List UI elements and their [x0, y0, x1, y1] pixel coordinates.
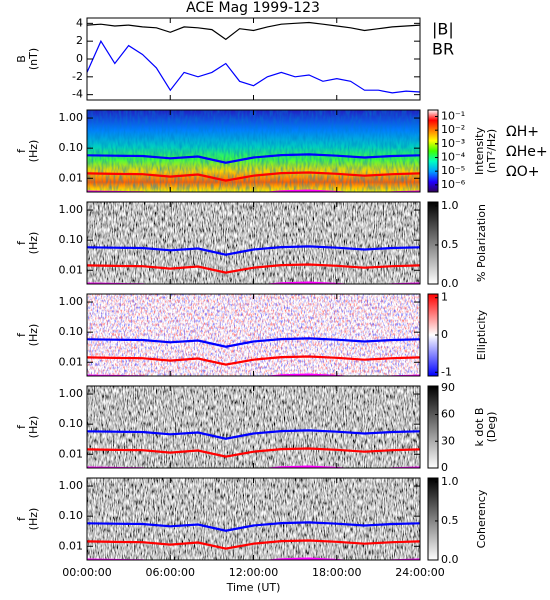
y-axis-label: f [15, 240, 28, 245]
y-tick-label: 1.00 [59, 479, 84, 492]
series-line [87, 337, 420, 348]
legend-label: |B| [432, 20, 454, 39]
y-tick-label: -2 [72, 70, 83, 83]
series-line [87, 429, 420, 440]
series-line [87, 355, 420, 366]
colorbar-tick-label: 90 [441, 381, 455, 394]
x-tick-label: 24:00:00 [395, 566, 444, 579]
colorbar-label: Ellipticity [475, 309, 488, 360]
colorbar-tick-label: 10⁻⁶ [441, 178, 466, 191]
colorbar-label: Coherency [475, 489, 488, 548]
legend-label: ΩO+ [506, 164, 539, 180]
x-tick-label: 06:00:00 [146, 566, 195, 579]
y-axis-label: f [15, 332, 28, 337]
y-tick-label: 1.00 [59, 203, 84, 216]
y-tick-label: 0.10 [59, 325, 84, 338]
series-line [87, 263, 420, 274]
colorbar-tick-label: 30 [441, 434, 455, 447]
colorbar-tick-label: 1 [441, 291, 448, 304]
colorbar [427, 385, 439, 469]
y-axis-label: (Hz) [27, 508, 40, 531]
series-line [87, 21, 420, 41]
y-tick-label: 1.00 [59, 387, 84, 400]
colorbar-tick-label: 0.0 [441, 553, 459, 566]
colorbar-tick-label: 10⁻⁴ [441, 151, 466, 164]
colorbar-tick-label: 0.0 [441, 277, 459, 290]
series-line [87, 39, 420, 94]
y-tick-label: 0.10 [59, 417, 84, 430]
y-tick-label: 0.10 [59, 141, 84, 154]
y-axis-label: (Hz) [27, 232, 40, 255]
spectrogram-noise [87, 478, 420, 560]
colorbar-tick-label: -1 [441, 365, 452, 378]
chart-title: ACE Mag 1999-123 [186, 0, 320, 16]
colorbar-label: (Deg) [485, 412, 498, 443]
colorbar [427, 477, 439, 561]
spectrogram-noise [87, 202, 420, 284]
colorbar [427, 201, 439, 285]
y-axis-label: f [15, 516, 28, 521]
y-tick-label: 0.01 [59, 539, 84, 552]
series-line [87, 245, 420, 256]
colorbar-tick-label: 10⁻¹ [441, 110, 465, 123]
legend-label: ΩHe+ [506, 144, 548, 160]
x-axis-label: Time (UT) [226, 581, 281, 594]
colorbar-tick-label: 10⁻² [441, 123, 465, 136]
y-axis-label: f [15, 148, 28, 153]
series-line [87, 539, 420, 550]
y-axis-label: f [15, 424, 28, 429]
colorbar-tick-label: 60 [441, 408, 455, 421]
y-axis-label: B [15, 55, 28, 63]
y-axis-label: (Hz) [27, 324, 40, 347]
x-tick-label: 12:00:00 [229, 566, 278, 579]
y-tick-label: 0.10 [59, 233, 84, 246]
y-tick-label: 1.00 [59, 295, 84, 308]
y-tick-label: 0.01 [59, 171, 84, 184]
y-tick-label: 0.01 [59, 355, 84, 368]
series-line [87, 153, 420, 164]
colorbar-label: (nT²/Hz) [485, 129, 498, 173]
spectrogram-noise [87, 110, 420, 192]
colorbar-tick-label: 0 [441, 328, 448, 341]
y-tick-label: 0.01 [59, 447, 84, 460]
colorbar-tick-label: 1.0 [441, 475, 459, 488]
colorbar-tick-label: 1.0 [441, 199, 459, 212]
y-axis-label: (Hz) [27, 140, 40, 163]
y-axis-label: (Hz) [27, 416, 40, 439]
y-tick-label: 2 [76, 34, 83, 47]
series-line [87, 171, 420, 182]
y-tick-label: 0.01 [59, 263, 84, 276]
spectrogram-noise [87, 294, 420, 376]
colorbar-label: Intensity [473, 127, 486, 175]
x-tick-label: 18:00:00 [312, 566, 361, 579]
legend-label: BR [432, 40, 454, 59]
colorbar-label: % Polarization [475, 204, 488, 282]
series-line [87, 521, 420, 532]
y-axis-label: (nT) [27, 48, 40, 70]
colorbar [427, 109, 439, 193]
colorbar-tick-label: 0.5 [441, 514, 459, 527]
colorbar-label: k dot B [473, 408, 486, 447]
x-tick-label: 00:00:00 [62, 566, 111, 579]
spectrogram-noise [87, 386, 420, 468]
colorbar-tick-label: 10⁻³ [441, 137, 465, 150]
colorbar-tick-label: 0 [441, 461, 448, 474]
legend-label: ΩH+ [506, 124, 539, 140]
y-tick-label: 1.00 [59, 111, 84, 124]
colorbar-tick-label: 0.5 [441, 238, 459, 251]
colorbar-tick-label: 10⁻⁵ [441, 164, 465, 177]
y-tick-label: 0.10 [59, 509, 84, 522]
y-tick-label: 0 [76, 52, 83, 65]
y-tick-label: -4 [72, 88, 83, 101]
y-tick-label: 4 [76, 16, 83, 29]
series-line [87, 447, 420, 458]
